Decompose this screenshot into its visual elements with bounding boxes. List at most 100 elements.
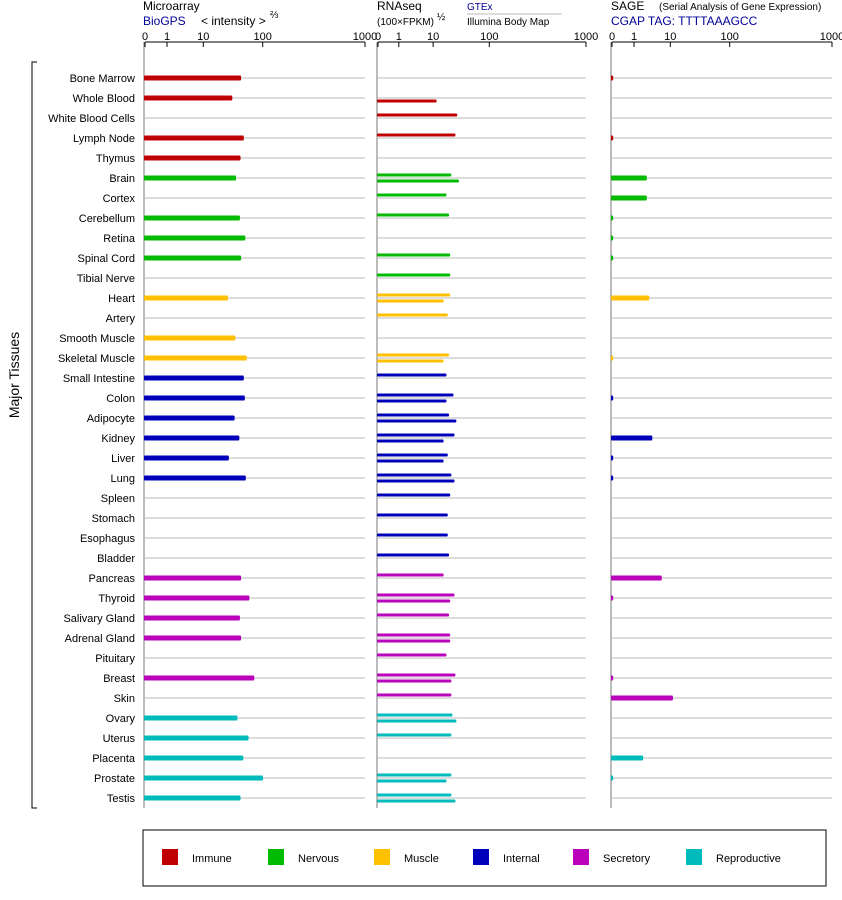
tissue-label: Salivary Gland [63, 613, 135, 625]
microarray-bar [144, 595, 250, 601]
gtex-bar [377, 133, 456, 137]
rnaseq-source-gtex: GTEx [467, 2, 493, 13]
sage-title: SAGE [611, 0, 644, 13]
sage-header: SAGE (Serial Analysis of Gene Expression… [611, 0, 821, 28]
tissue-label: Cerebellum [79, 213, 135, 225]
sage-bar [611, 255, 614, 261]
microarray-bar [144, 355, 247, 361]
tissue-label: Skin [114, 693, 135, 705]
sage-tick-label: 1 [631, 31, 637, 43]
microarray-bar [144, 215, 240, 221]
tissue-label: Prostate [94, 773, 135, 785]
gtex-bar [377, 393, 454, 397]
rnaseq-header: RNAseq (100×FPKM) ½ GTEx Illumina Body M… [377, 0, 562, 28]
tissue-label: Adipocyte [87, 413, 135, 425]
microarray-bar [144, 795, 241, 801]
tissue-label: Lymph Node [73, 133, 135, 145]
microarray-bar [144, 615, 240, 621]
tissue-label: Whole Blood [73, 93, 135, 105]
sage-title-note: (Serial Analysis of Gene Expression) [659, 2, 821, 13]
tissue-label: Brain [109, 173, 135, 185]
microarray-bar [144, 715, 238, 721]
microarray-bar [144, 75, 242, 81]
illumina-bar [377, 779, 447, 783]
microarray-bar [144, 435, 240, 441]
microarray-bar [144, 175, 237, 181]
sage-bar [611, 235, 614, 241]
microarray-bar [144, 675, 255, 681]
rnaseq-tick-label: 0 [375, 31, 381, 43]
gtex-bar [377, 553, 450, 557]
gtex-bar [377, 733, 452, 737]
tissue-label: Liver [111, 453, 135, 465]
sage-bar [611, 455, 614, 461]
illumina-bar [377, 299, 444, 303]
gtex-bar [377, 493, 451, 497]
sage-bar [611, 175, 647, 181]
sage-bar [611, 775, 614, 781]
tissue-label: Spleen [101, 493, 135, 505]
illumina-bar [377, 99, 437, 103]
sage-bar [611, 355, 614, 361]
legend-swatch-immune [162, 849, 178, 865]
gtex-bar [377, 613, 450, 617]
sage-bar [611, 75, 614, 81]
gtex-bar [377, 533, 448, 537]
tissue-label: Bone Marrow [70, 73, 135, 85]
sage-bar [611, 135, 614, 141]
gtex-bar [377, 273, 451, 277]
tissue-label: Cortex [103, 193, 136, 205]
gtex-bar [377, 713, 453, 717]
microarray-bar [144, 735, 249, 741]
rnaseq-unit-exponent: ½ [437, 12, 446, 23]
microarray-source: BioGPS [143, 14, 186, 28]
sage-tick-label: 10 [664, 31, 676, 43]
microarray-bar [144, 255, 242, 261]
rnaseq-tick-label: 1 [396, 31, 402, 43]
illumina-bar [377, 799, 456, 803]
tissue-labels: Bone Marrow Whole Blood White Blood Cells L… [48, 73, 136, 805]
legend-label-nervous: Nervous [298, 853, 339, 865]
tissue-label: Breast [103, 673, 135, 685]
bar-layer [144, 75, 673, 803]
tissue-label: Esophagus [80, 533, 136, 545]
microarray-scale-exponent: ⅔ [270, 10, 279, 21]
rnaseq-tick-label: 10 [427, 31, 439, 43]
microarray-bar [144, 475, 246, 481]
sage-bar [611, 755, 644, 761]
microarray-bar [144, 235, 246, 241]
microarray-bar [144, 395, 245, 401]
tissue-label: Colon [106, 393, 135, 405]
tissue-label: Retina [103, 233, 136, 245]
legend-swatch-nervous [268, 849, 284, 865]
rnaseq-title: RNAseq [377, 0, 422, 13]
tissue-label: Spinal Cord [78, 253, 135, 265]
gtex-bar [377, 313, 448, 317]
tissue-label: Ovary [106, 713, 136, 725]
illumina-bar [377, 179, 459, 183]
tissue-label: Adrenal Gland [65, 633, 135, 645]
sage-bar [611, 395, 614, 401]
tissue-label: Bladder [97, 553, 135, 565]
microarray-bar [144, 135, 244, 141]
legend-label-secretory: Secretory [603, 853, 651, 865]
gtex-bar [377, 673, 456, 677]
tissue-label: Kidney [101, 433, 135, 445]
microarray-bar [144, 375, 244, 381]
gtex-bar [377, 193, 447, 197]
legend-label-internal: Internal [503, 853, 540, 865]
microarray-bar [144, 335, 236, 341]
microarray-bar [144, 155, 241, 161]
microarray-scale-note: < intensity > [201, 14, 266, 28]
gtex-bar [377, 593, 455, 597]
tissue-label: Pancreas [89, 573, 136, 585]
tissue-label: Pituitary [95, 653, 135, 665]
illumina-bar [377, 679, 452, 683]
microarray-bar [144, 415, 235, 421]
sage-tag: CGAP TAG: TTTTAAAGCC [611, 14, 758, 28]
gtex-bar [377, 513, 448, 517]
microarray-bar [144, 635, 242, 641]
microarray-tick-label: 1000 [353, 31, 377, 43]
gtex-bar [377, 473, 452, 477]
gtex-bar [377, 453, 448, 457]
